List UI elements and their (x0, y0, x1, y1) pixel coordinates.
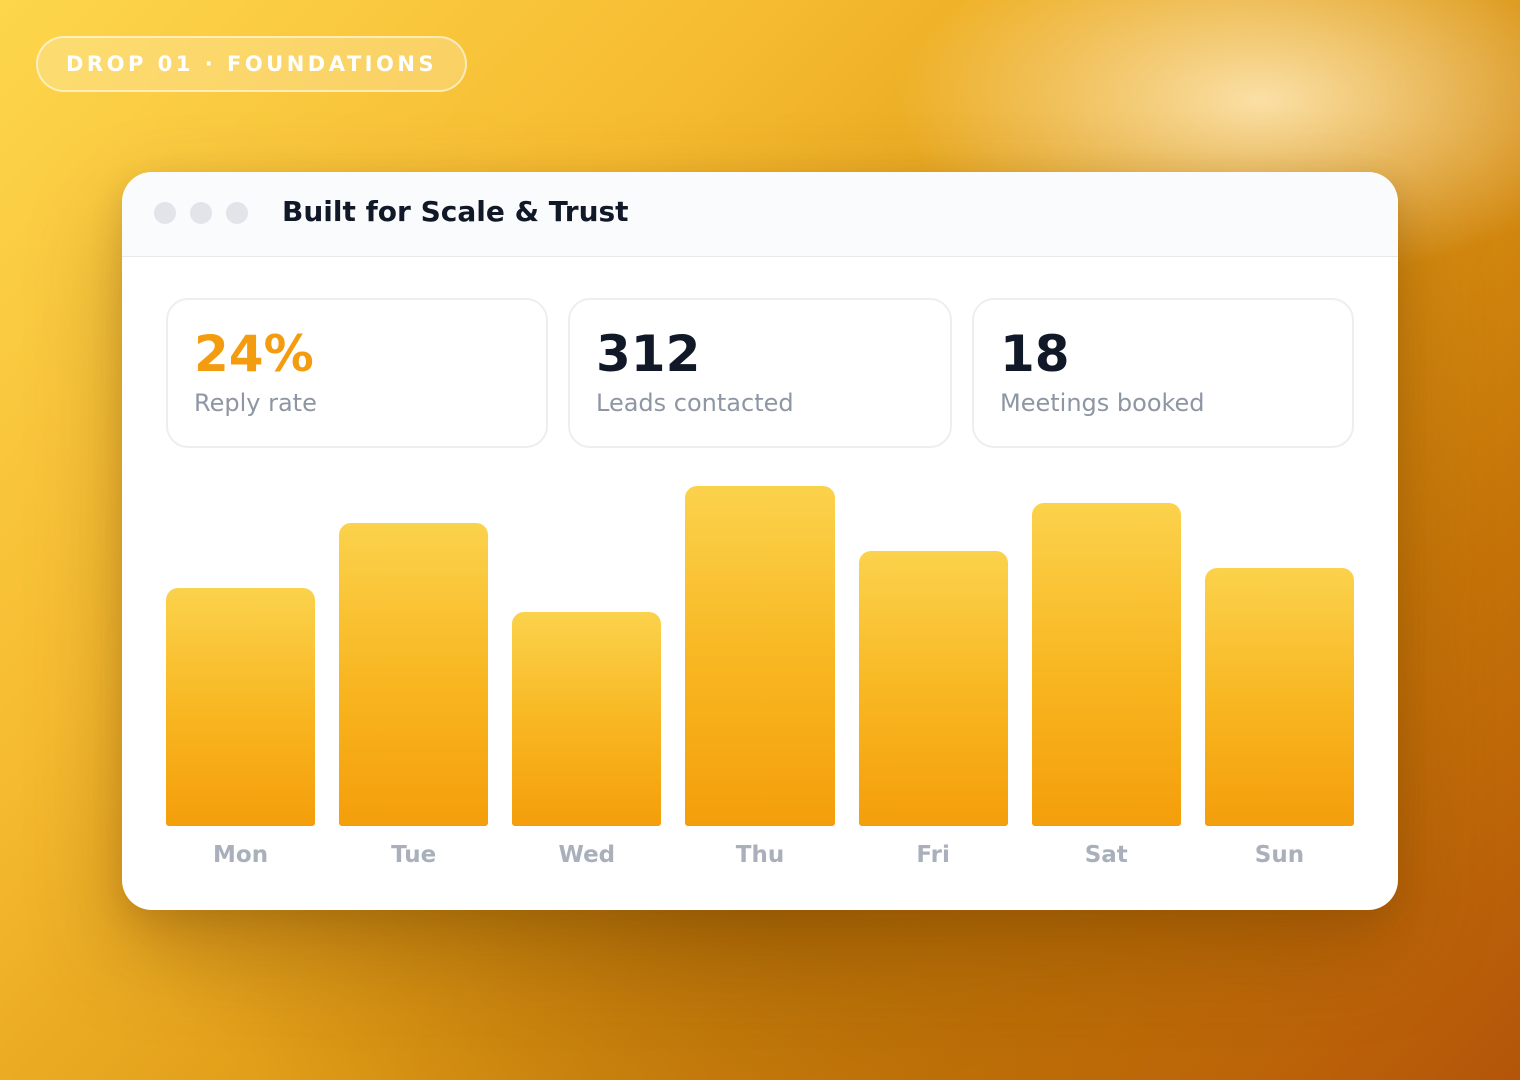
stat-label: Reply rate (194, 389, 317, 417)
tick-label-fri: Fri (916, 842, 950, 868)
stat-card-reply-rate: 24% Reply rate (166, 298, 548, 448)
drop-badge-label: DROP 01 · FOUNDATIONS (66, 52, 438, 76)
bar-thu[interactable] (685, 486, 835, 826)
bar-tue[interactable] (339, 523, 489, 826)
tick-label-wed: Wed (558, 842, 616, 868)
stat-card-leads-contacted: 312 Leads contacted (568, 298, 952, 448)
tick-label-thu: Thu (735, 842, 785, 868)
weekly-bar-chart: Mon Tue Wed Thu Fri Sat Sun (166, 472, 1354, 882)
stat-card-meetings-booked: 18 Meetings booked (972, 298, 1354, 448)
dashboard-window: Built for Scale & Trust 24% Reply rate 3… (122, 172, 1398, 910)
bar-sat[interactable] (1031, 503, 1181, 826)
bar-wed[interactable] (512, 612, 662, 826)
tick-label-tue: Tue (391, 842, 437, 868)
bar-fri[interactable] (858, 551, 1008, 826)
stat-value: 24% (194, 325, 314, 383)
stat-label: Leads contacted (596, 389, 794, 417)
tick-label-sat: Sat (1084, 842, 1128, 868)
drop-badge: DROP 01 · FOUNDATIONS (36, 36, 468, 92)
window-close-dot-icon[interactable] (154, 202, 176, 224)
window-maximize-dot-icon[interactable] (226, 202, 248, 224)
window-minimize-dot-icon[interactable] (190, 202, 212, 224)
tick-label-mon: Mon (213, 842, 269, 868)
stat-label: Meetings booked (1000, 389, 1205, 417)
bar-mon[interactable] (166, 588, 316, 826)
stat-value: 18 (1000, 325, 1070, 383)
window-title: Built for Scale & Trust (282, 195, 629, 228)
stat-value: 312 (596, 325, 701, 383)
tick-label-sun: Sun (1254, 842, 1305, 868)
window-titlebar: Built for Scale & Trust (122, 172, 1398, 257)
bar-sun[interactable] (1204, 568, 1354, 826)
